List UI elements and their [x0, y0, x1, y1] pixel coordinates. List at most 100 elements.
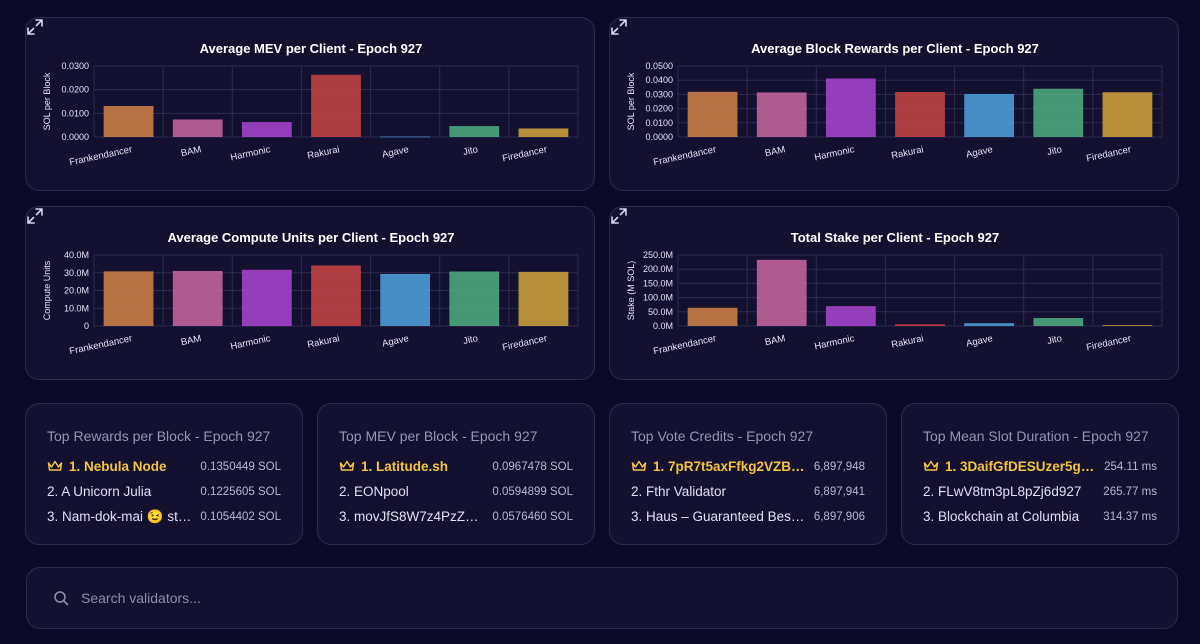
crown-icon [47, 460, 63, 471]
search-input[interactable] [81, 568, 1177, 628]
block-rewards-chart: Average Block Rewards per Client - Epoch… [626, 41, 1163, 168]
bar-jito[interactable] [1033, 318, 1084, 326]
bar-harmonic[interactable] [825, 78, 876, 137]
mev-chart: Average MEV per Client - Epoch 927 SOL pe… [42, 41, 579, 168]
bar-firedancer[interactable] [518, 271, 569, 326]
bar-harmonic[interactable] [241, 269, 292, 326]
y-axis-label: Stake (M SOL) [626, 261, 636, 321]
expand-icon[interactable] [26, 207, 44, 225]
stat-row-name: 3. movJfS8W7z4PzZJqG [339, 509, 490, 524]
bar-agave[interactable] [380, 136, 431, 138]
stat-row[interactable]: 2. EONpool 0.0594899 SOL [339, 479, 573, 504]
stat-row[interactable]: 3. movJfS8W7z4PzZJqG 0.0576460 SOL [339, 504, 573, 529]
bar-harmonic[interactable] [241, 122, 292, 137]
bar-frankendancer[interactable] [687, 307, 738, 326]
stat-row[interactable]: 3. Blockchain at Columbia 314.37 ms [923, 504, 1157, 529]
y-tick-label: 40.0M [64, 250, 89, 260]
bar-rakurai[interactable] [895, 91, 945, 137]
chart-card-mev: Average MEV per Client - Epoch 927 SOL pe… [25, 17, 595, 191]
x-tick-label: Harmonic [229, 144, 271, 163]
stat-row-value: 6,897,948 [813, 460, 865, 473]
expand-icon[interactable] [26, 18, 44, 36]
search-box[interactable] [26, 567, 1178, 629]
bar-rakurai[interactable] [311, 74, 361, 137]
stat-title: Top Rewards per Block - Epoch 927 [47, 428, 271, 444]
bar-firedancer[interactable] [1102, 92, 1153, 137]
stat-title: Top Mean Slot Duration - Epoch 927 [923, 428, 1149, 444]
y-axis-label: SOL per Block [42, 72, 52, 130]
y-tick-label: 0.0300 [61, 61, 89, 71]
x-tick-label: Agave [965, 333, 994, 349]
bar-firedancer[interactable] [1102, 325, 1153, 326]
expand-icon[interactable] [610, 207, 628, 225]
y-tick-label: 200.0M [643, 264, 673, 274]
stat-row-label: 1. 3DaifGfDESUzer5ggqr [945, 459, 1103, 474]
x-tick-label: Agave [381, 333, 410, 349]
stat-row-name: 3. Nam-dok-mai 😉 staking [47, 508, 201, 524]
bar-frankendancer[interactable] [103, 105, 154, 137]
chart-title: Average Block Rewards per Client - Epoch… [751, 41, 1039, 56]
stat-row-label: 1. 7pR7t5axFfkg2VZB1xq [653, 459, 814, 474]
stat-title: Top MEV per Block - Epoch 927 [339, 428, 538, 444]
stat-row-label: 1. Nebula Node [69, 459, 167, 474]
bar-frankendancer[interactable] [103, 271, 154, 326]
stat-row-value: 6,897,941 [813, 485, 865, 498]
y-tick-label: 0.0000 [61, 132, 89, 142]
expand-icon[interactable] [610, 18, 628, 36]
stat-row[interactable]: 2. Fthr Validator 6,897,941 [631, 479, 865, 504]
stat-row[interactable]: 2. A Unicorn Julia 0.1225605 SOL [47, 479, 281, 504]
stat-row-name: 1. Latitude.sh [339, 459, 492, 474]
bar-harmonic[interactable] [825, 306, 876, 326]
x-tick-label: Firedancer [1085, 144, 1132, 164]
bar-jito[interactable] [449, 126, 500, 137]
bar-rakurai[interactable] [895, 324, 945, 326]
stat-row[interactable]: 1. 3DaifGfDESUzer5ggqr 254.11 ms [923, 454, 1157, 479]
y-tick-label: 20.0M [64, 286, 89, 296]
total-stake-chart: Total Stake per Client - Epoch 927 Stake … [626, 230, 1163, 357]
stat-row[interactable]: 3. Haus – Guaranteed Best APY 6,897,906 [631, 504, 865, 529]
x-tick-label: Harmonic [813, 333, 855, 352]
y-tick-label: 30.0M [64, 268, 89, 278]
bar-jito[interactable] [1033, 88, 1084, 137]
bar-jito[interactable] [449, 271, 500, 326]
x-tick-label: BAM [180, 333, 203, 348]
bar-rakurai[interactable] [311, 265, 361, 326]
stat-row-name: 3. Blockchain at Columbia [923, 509, 1080, 524]
stat-row[interactable]: 1. Latitude.sh 0.0967478 SOL [339, 454, 573, 479]
bar-bam[interactable] [756, 259, 807, 326]
bar-bam[interactable] [172, 270, 223, 326]
stat-row-name: 3. Haus – Guaranteed Best APY [631, 509, 814, 524]
bar-bam[interactable] [172, 119, 223, 137]
y-tick-label: 0.0500 [645, 61, 673, 71]
bar-agave[interactable] [380, 273, 431, 326]
stat-row-value: 0.0967478 SOL [492, 460, 573, 473]
x-tick-label: Frankendancer [652, 333, 717, 357]
bar-agave[interactable] [964, 323, 1015, 326]
bar-firedancer[interactable] [518, 128, 569, 137]
bar-frankendancer[interactable] [687, 91, 738, 137]
y-tick-label: 0.0000 [645, 132, 673, 142]
stat-row-value: 314.37 ms [1103, 510, 1157, 523]
stat-row-value: 0.1350449 SOL [200, 460, 281, 473]
x-tick-label: Jito [1046, 144, 1063, 158]
y-tick-label: 100.0M [643, 293, 673, 303]
stat-card-top-slot-duration: Top Mean Slot Duration - Epoch 927 1. 3D… [901, 403, 1179, 545]
x-tick-label: Agave [381, 144, 410, 160]
stat-row[interactable]: 1. Nebula Node 0.1350449 SOL [47, 454, 281, 479]
stat-row-value: 0.1225605 SOL [200, 485, 281, 498]
x-tick-label: Jito [462, 333, 479, 347]
stat-row[interactable]: 3. Nam-dok-mai 😉 staking 0.1054402 SOL [47, 504, 281, 529]
stat-title: Top Vote Credits - Epoch 927 [631, 428, 814, 444]
stat-card-top-vote-credits: Top Vote Credits - Epoch 927 1. 7pR7t5ax… [609, 403, 887, 545]
stat-row[interactable]: 1. 7pR7t5axFfkg2VZB1xq 6,897,948 [631, 454, 865, 479]
crown-icon [631, 460, 647, 471]
stat-row-value: 6,897,906 [813, 510, 865, 523]
x-tick-label: Rakurai [890, 144, 924, 162]
bar-bam[interactable] [756, 92, 807, 137]
stat-row[interactable]: 2. FLwV8tm3pL8pZj6d927 265.77 ms [923, 479, 1157, 504]
bar-agave[interactable] [964, 93, 1015, 137]
x-tick-label: Firedancer [501, 333, 548, 353]
stat-row-label: 1. Latitude.sh [361, 459, 449, 474]
crown-icon [923, 460, 939, 471]
compute-units-chart: Average Compute Units per Client - Epoch… [42, 230, 579, 357]
